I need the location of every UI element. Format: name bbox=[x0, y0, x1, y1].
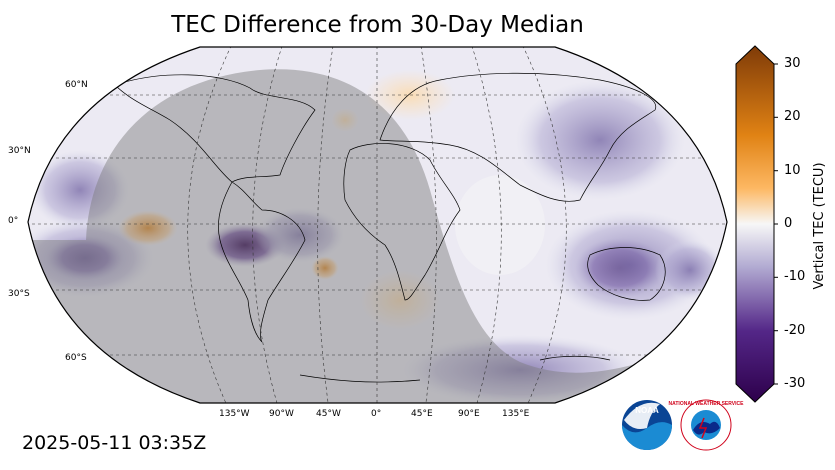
map-border bbox=[27, 46, 728, 404]
lon-label-0: 0° bbox=[371, 409, 382, 419]
lon-label-135w: 135°W bbox=[219, 409, 250, 419]
colorbar-tick: 20 bbox=[784, 109, 801, 124]
lon-label-45w: 45°W bbox=[316, 409, 341, 419]
colorbar-tick: 0 bbox=[784, 216, 793, 231]
colorbar-tick: -10 bbox=[784, 269, 806, 284]
noaa-logo-text: NOAA bbox=[635, 406, 659, 415]
nws-logo: NATIONAL WEATHER SERVICE bbox=[669, 399, 745, 451]
night-shading bbox=[28, 69, 727, 403]
map-field bbox=[28, 47, 727, 403]
nws-logo-text: NATIONAL WEATHER SERVICE bbox=[669, 401, 745, 407]
colorbar-tick: -20 bbox=[784, 323, 806, 338]
colorbar-label: Vertical TEC (TECU) bbox=[812, 162, 827, 290]
lon-label-45e: 45°E bbox=[411, 409, 433, 419]
lat-label-60s: 60°S bbox=[65, 353, 87, 363]
coastlines bbox=[114, 72, 666, 383]
graticule bbox=[28, 47, 727, 403]
noaa-logo: NOAA bbox=[622, 400, 672, 450]
colorbar-tick: -30 bbox=[784, 376, 806, 391]
colorbar-tick: 10 bbox=[784, 163, 801, 178]
lon-label-90w: 90°W bbox=[269, 409, 294, 419]
lon-label-90e: 90°E bbox=[458, 409, 480, 419]
lat-label-30s: 30°S bbox=[8, 289, 30, 299]
lat-label-60n: 60°N bbox=[65, 80, 88, 90]
page-title: TEC Difference from 30-Day Median bbox=[171, 12, 584, 38]
colorbar bbox=[735, 45, 778, 403]
lon-label-135e: 135°E bbox=[502, 409, 530, 419]
timestamp: 2025-05-11 03:35Z bbox=[22, 432, 207, 454]
colorbar-tick: 30 bbox=[784, 56, 801, 71]
lat-label-0: 0° bbox=[8, 216, 19, 226]
lat-label-30n: 30°N bbox=[8, 146, 31, 156]
